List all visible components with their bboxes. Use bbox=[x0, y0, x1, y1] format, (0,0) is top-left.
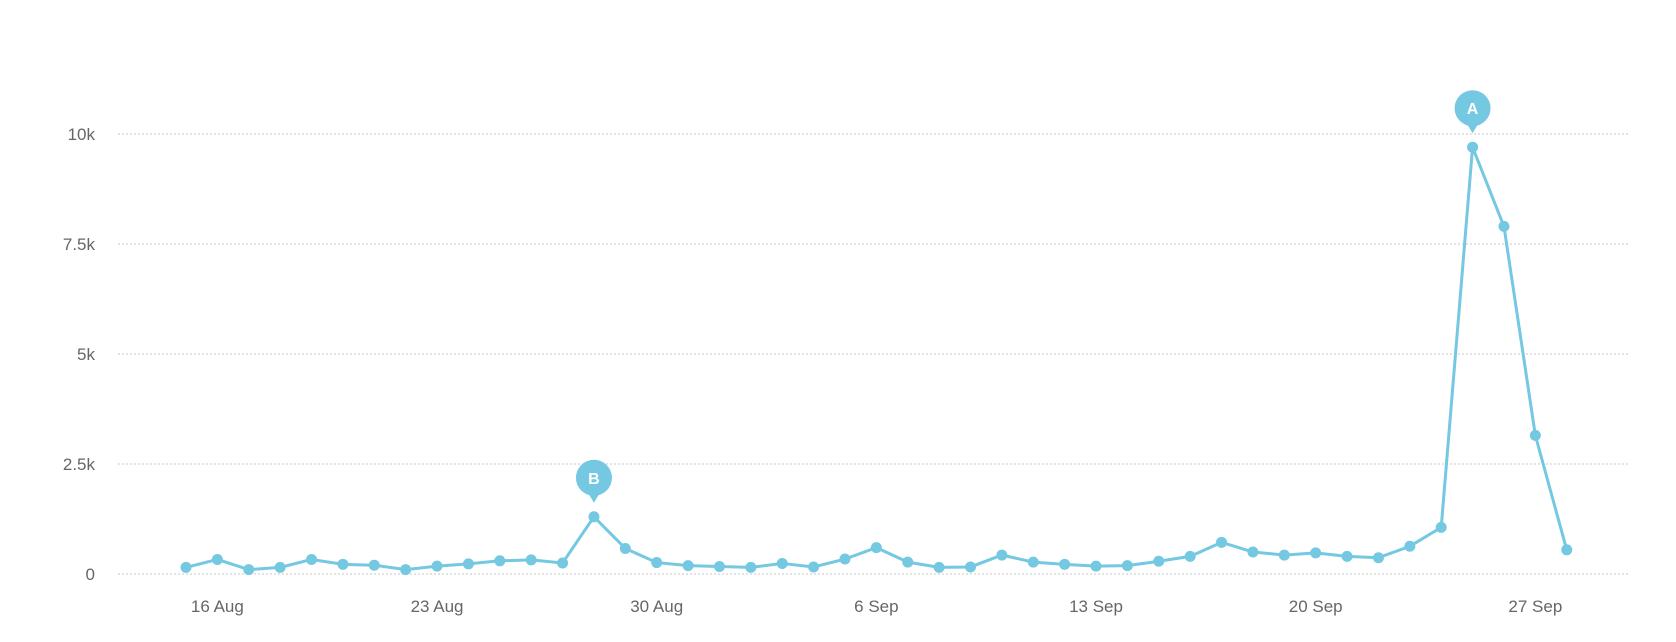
data-point[interactable] bbox=[1467, 141, 1479, 153]
x-tick-label: 20 Sep bbox=[1289, 597, 1343, 616]
data-point[interactable] bbox=[713, 561, 725, 573]
data-point[interactable] bbox=[1529, 429, 1541, 441]
data-point[interactable] bbox=[1435, 521, 1447, 533]
annotation-pointer bbox=[1466, 123, 1479, 134]
x-tick-label: 23 Aug bbox=[411, 597, 464, 616]
grid-layer bbox=[118, 133, 1628, 575]
data-point[interactable] bbox=[776, 557, 788, 569]
data-point[interactable] bbox=[1372, 552, 1384, 564]
data-point[interactable] bbox=[1341, 550, 1353, 562]
series-layer bbox=[180, 141, 1573, 576]
data-point[interactable] bbox=[1247, 546, 1259, 558]
y-tick-label: 10k bbox=[68, 125, 96, 144]
data-point[interactable] bbox=[557, 557, 569, 569]
data-point[interactable] bbox=[211, 553, 223, 565]
data-point[interactable] bbox=[996, 549, 1008, 561]
data-point[interactable] bbox=[243, 564, 255, 576]
data-point[interactable] bbox=[274, 561, 286, 573]
data-point[interactable] bbox=[1027, 556, 1039, 568]
annotation-pointer bbox=[587, 492, 600, 503]
y-tick-label: 0 bbox=[86, 565, 95, 584]
data-point[interactable] bbox=[494, 555, 506, 567]
data-point[interactable] bbox=[1561, 544, 1573, 556]
data-point[interactable] bbox=[965, 561, 976, 573]
data-point[interactable] bbox=[1184, 550, 1196, 562]
x-tick-label: 6 Sep bbox=[854, 597, 898, 616]
data-point[interactable] bbox=[588, 511, 600, 523]
data-point[interactable] bbox=[1121, 560, 1133, 572]
data-point[interactable] bbox=[745, 561, 757, 573]
data-point[interactable] bbox=[400, 564, 412, 576]
annotation-bubble bbox=[1454, 90, 1491, 127]
data-point[interactable] bbox=[651, 557, 663, 569]
annotation-bubble bbox=[575, 459, 612, 496]
annotation-label: B bbox=[588, 471, 600, 488]
data-point[interactable] bbox=[619, 542, 631, 554]
x-axis-tick-labels: 16 Aug 23 Aug 30 Aug 6 Sep 13 Sep 20 Sep 27 Se… bbox=[191, 597, 1562, 616]
data-point[interactable] bbox=[1310, 547, 1322, 559]
data-point[interactable] bbox=[1059, 558, 1071, 570]
data-point[interactable] bbox=[462, 558, 474, 570]
x-tick-label: 16 Aug bbox=[191, 597, 244, 616]
annotation-layer: AB bbox=[575, 90, 1491, 503]
x-tick-label: 13 Sep bbox=[1069, 597, 1123, 616]
data-point[interactable] bbox=[1278, 549, 1290, 561]
annotation-label: A bbox=[1467, 101, 1479, 118]
y-axis-tick-labels: 0 2.5k 5k 7.5k 10k bbox=[63, 125, 96, 584]
data-point[interactable] bbox=[902, 556, 914, 568]
y-tick-label: 5k bbox=[77, 345, 95, 364]
data-point[interactable] bbox=[870, 542, 882, 554]
data-point[interactable] bbox=[337, 558, 349, 570]
data-point[interactable] bbox=[368, 559, 380, 571]
data-point[interactable] bbox=[431, 560, 443, 572]
data-point[interactable] bbox=[525, 554, 537, 566]
series-line bbox=[184, 145, 1569, 572]
data-point[interactable] bbox=[1404, 540, 1416, 552]
data-point[interactable] bbox=[839, 553, 851, 565]
y-tick-label: 7.5k bbox=[63, 235, 96, 254]
data-point[interactable] bbox=[682, 560, 694, 572]
data-point[interactable] bbox=[1216, 536, 1228, 548]
data-point[interactable] bbox=[180, 561, 192, 573]
data-point[interactable] bbox=[1498, 220, 1510, 232]
y-tick-label: 2.5k bbox=[63, 455, 96, 474]
data-point[interactable] bbox=[808, 561, 820, 573]
annotation-marker-a[interactable]: A bbox=[1454, 90, 1491, 134]
data-point[interactable] bbox=[306, 553, 318, 565]
x-tick-label: 30 Aug bbox=[630, 597, 683, 616]
annotation-marker-b[interactable]: B bbox=[575, 459, 612, 503]
data-point[interactable] bbox=[933, 561, 945, 573]
data-point[interactable] bbox=[1090, 560, 1102, 572]
data-point[interactable] bbox=[1153, 555, 1165, 567]
x-tick-label: 27 Sep bbox=[1508, 597, 1562, 616]
